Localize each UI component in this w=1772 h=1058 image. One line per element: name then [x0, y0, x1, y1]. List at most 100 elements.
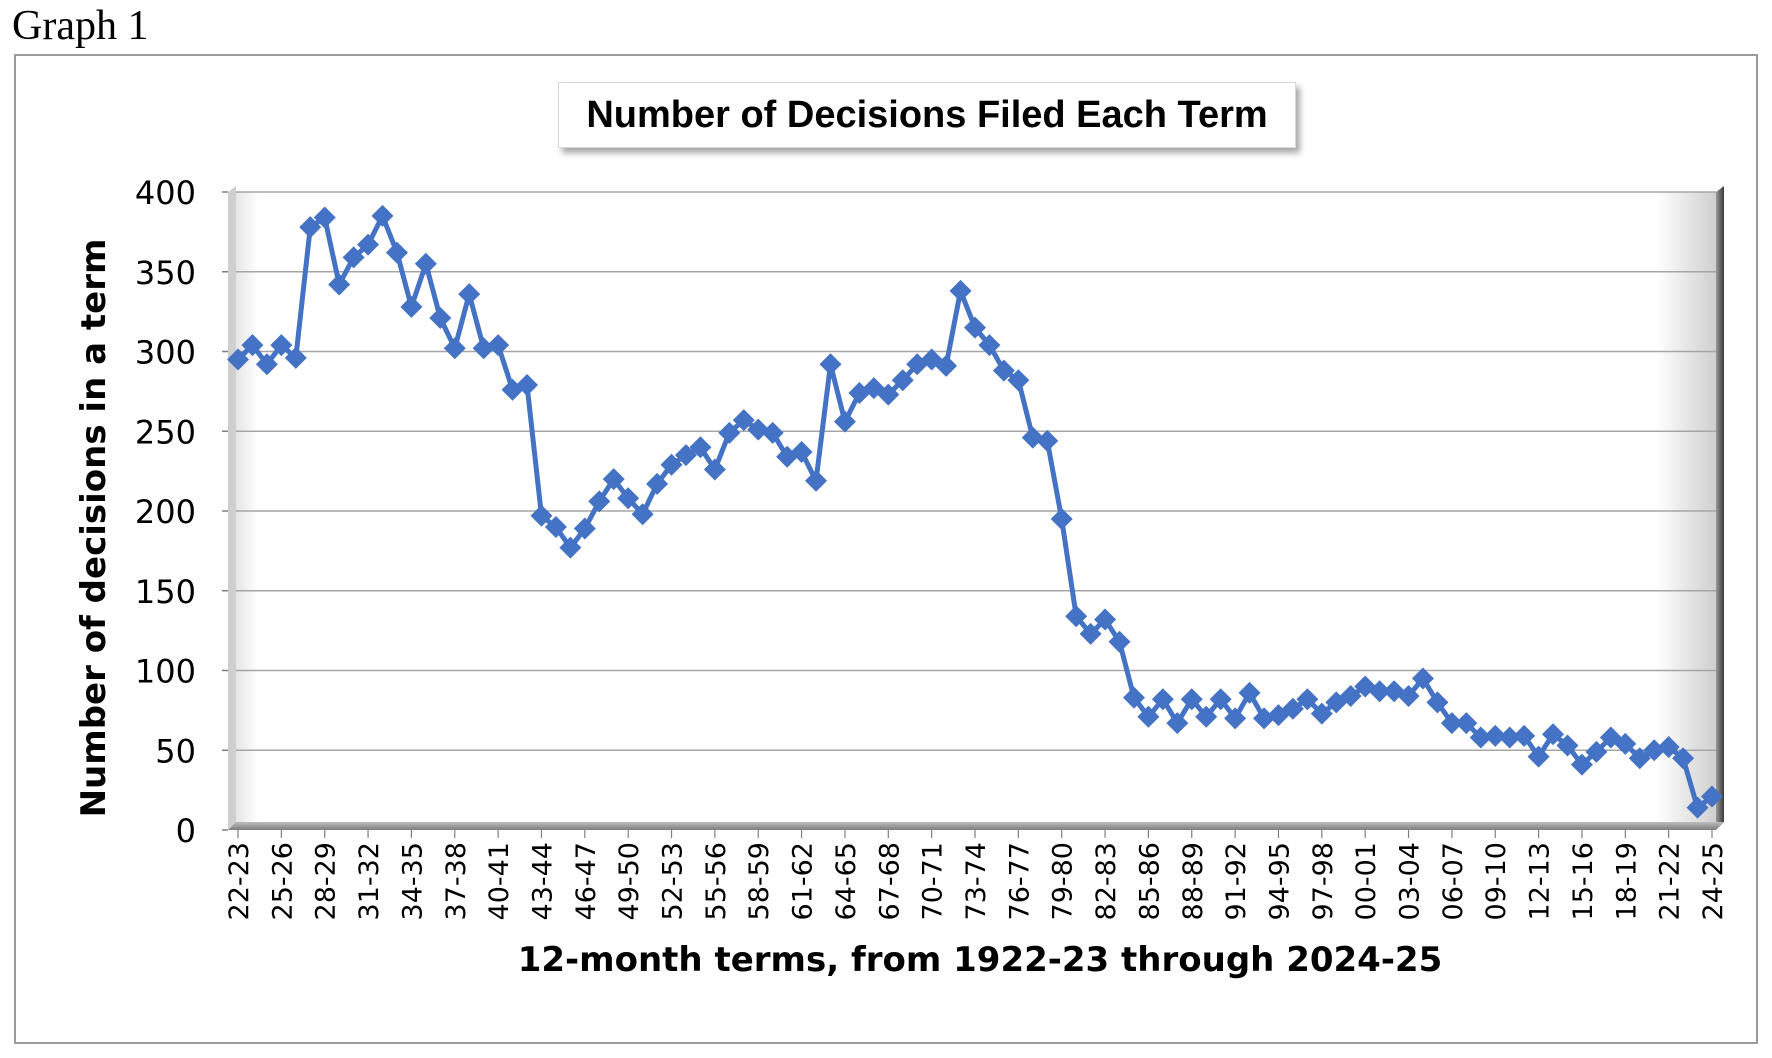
data-point [1281, 697, 1304, 720]
data-point [732, 409, 755, 432]
data-point [978, 334, 1001, 357]
x-tick-label: 64-65 [831, 842, 862, 920]
x-tick-label: 15-16 [1568, 842, 1599, 920]
data-point [241, 334, 264, 357]
data-point [1166, 712, 1189, 735]
x-tick-label: 94-95 [1264, 842, 1295, 920]
data-point [1556, 734, 1579, 757]
data-point [805, 469, 828, 492]
x-tick-label: 70-71 [918, 842, 949, 920]
data-point [1180, 688, 1203, 711]
data-point [1426, 691, 1449, 714]
data-point [790, 440, 813, 463]
data-point [1209, 688, 1232, 711]
data-point [284, 346, 307, 369]
data-point [1484, 724, 1507, 747]
data-point [1643, 739, 1666, 762]
data-point [530, 504, 553, 527]
data-point [1469, 726, 1492, 749]
data-point [1701, 785, 1723, 808]
data-point [1021, 426, 1044, 449]
data-point [1368, 680, 1391, 703]
data-point [1411, 667, 1434, 690]
data-point [1094, 608, 1117, 631]
y-tick-label: 400 [135, 174, 196, 212]
data-point [1065, 605, 1088, 628]
x-tick-label: 06-07 [1438, 842, 1469, 920]
x-tick-label: 37-38 [441, 842, 472, 920]
data-point [1151, 688, 1174, 711]
data-point [1628, 747, 1651, 770]
data-point [544, 515, 567, 538]
data-point [660, 453, 683, 476]
x-tick-label: 85-86 [1134, 842, 1165, 920]
x-tick-label: 79-80 [1048, 842, 1079, 920]
data-point [487, 334, 510, 357]
data-point [1137, 705, 1160, 728]
x-tick-label: 55-56 [701, 842, 732, 920]
y-tick-label: 50 [155, 732, 196, 770]
data-point [703, 458, 726, 481]
data-point [1513, 724, 1536, 747]
data-point [833, 410, 856, 433]
data-point [357, 233, 380, 256]
x-tick-label: 00-01 [1351, 842, 1382, 920]
x-tick-label: 61-62 [788, 842, 819, 920]
data-point [1672, 747, 1695, 770]
x-tick-label: 73-74 [961, 842, 992, 920]
data-point [516, 373, 539, 396]
chart-title: Number of Decisions Filed Each Term [558, 82, 1296, 148]
x-tick-label: 58-59 [744, 842, 775, 920]
data-point [949, 279, 972, 302]
data-point [1614, 732, 1637, 755]
x-tick-label: 49-50 [614, 842, 645, 920]
x-tick-label: 24-25 [1698, 842, 1729, 920]
x-tick-label: 09-10 [1481, 842, 1512, 920]
data-point [458, 283, 481, 306]
plot-left-wall [228, 186, 236, 830]
data-point [1195, 705, 1218, 728]
data-point [1310, 702, 1333, 725]
data-point [718, 421, 741, 444]
x-tick-label: 18-19 [1611, 842, 1642, 920]
data-point [1440, 712, 1463, 735]
data-point [414, 252, 437, 275]
x-tick-label: 31-32 [354, 842, 385, 920]
data-point [602, 468, 625, 491]
x-tick-label: 12-13 [1525, 842, 1556, 920]
x-tick-label: 82-83 [1091, 842, 1122, 920]
graph-caption: Graph 1 [12, 3, 149, 49]
data-point [964, 316, 986, 339]
data-point [371, 204, 394, 227]
y-tick-label: 0 [176, 812, 196, 850]
x-tick-label: 88-89 [1178, 842, 1209, 920]
data-point [328, 273, 351, 296]
plot-floor [228, 822, 1724, 830]
x-tick-label: 03-04 [1395, 842, 1426, 920]
x-tick-label: 46-47 [571, 842, 602, 920]
y-axis-label: Number of decisions in a term [74, 238, 114, 818]
y-tick-label: 300 [135, 334, 196, 372]
data-point [1036, 429, 1059, 452]
data-point [429, 307, 452, 330]
data-point [227, 348, 249, 371]
data-point [1498, 726, 1521, 749]
y-tick-label: 250 [135, 413, 196, 451]
data-point [1527, 745, 1550, 768]
data-point [631, 503, 654, 526]
y-tick-label: 150 [135, 573, 196, 611]
x-tick-label: 34-35 [397, 842, 428, 920]
data-point [443, 337, 466, 360]
y-tick-label: 350 [135, 254, 196, 292]
data-point [1108, 630, 1131, 653]
data-point [342, 246, 365, 269]
data-point [270, 334, 293, 357]
data-point [1686, 796, 1709, 819]
x-tick-label: 91-92 [1221, 842, 1252, 920]
data-point [1339, 685, 1362, 708]
data-point [1050, 507, 1073, 530]
y-tick-label: 200 [135, 493, 196, 531]
data-point [761, 421, 784, 444]
data-point [891, 369, 914, 392]
